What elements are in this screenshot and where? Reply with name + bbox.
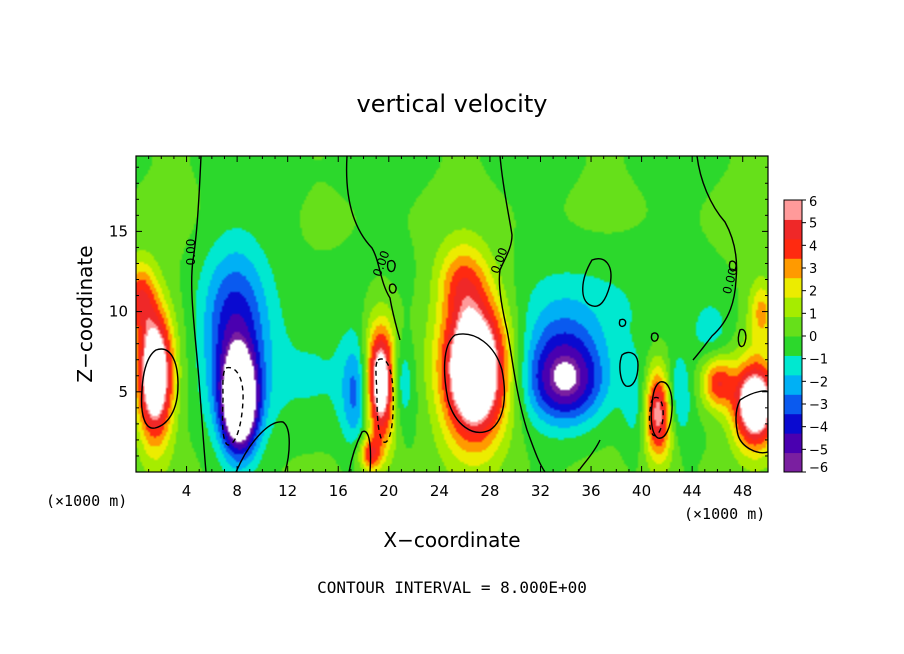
colorbar-tick-label: −5 <box>809 443 828 458</box>
colorbar-tick-label: 4 <box>809 239 817 254</box>
colorbar-tick-label: −6 <box>809 461 828 476</box>
negative-contour <box>221 366 244 446</box>
x-axis-label: X−coordinate <box>383 528 520 552</box>
colorbar-swatch <box>784 355 802 376</box>
colorbar-swatch <box>784 258 802 279</box>
zero-contour <box>388 283 397 294</box>
zero-contour <box>345 156 401 341</box>
x-tick-label: 28 <box>480 482 499 500</box>
colorbar-tick-label: −4 <box>809 421 828 436</box>
colorbar-swatch <box>784 277 802 298</box>
negative-contour <box>375 358 394 443</box>
x-tick-label: 20 <box>379 482 398 500</box>
colorbar-swatch <box>784 316 802 337</box>
x-tick-label: 44 <box>683 482 702 500</box>
x-tick-label: 16 <box>329 482 348 500</box>
colorbar-tick-label: 5 <box>809 217 817 232</box>
zero-contour <box>619 351 639 387</box>
x-axis-unit-left: (×1000 m) <box>46 492 127 510</box>
colorbar-swatch <box>784 297 802 318</box>
positive-contour <box>650 381 673 439</box>
zero-contour <box>386 259 396 273</box>
x-tick-label: 4 <box>182 482 192 500</box>
contour-interval-note: CONTOUR INTERVAL = 8.000E+00 <box>317 578 587 597</box>
contour-label: 0.00 <box>184 239 198 266</box>
y-axis-label: Z−coordinate <box>73 245 97 382</box>
colorbar-swatch <box>784 238 802 259</box>
zero-contour <box>498 156 546 472</box>
zero-contour <box>235 421 290 472</box>
contour-lines <box>140 156 768 472</box>
chart-title: vertical velocity <box>357 90 548 118</box>
colorbar-swatch <box>784 433 802 454</box>
colorbar-swatch <box>784 200 802 220</box>
x-tick-label: 12 <box>278 482 297 500</box>
heatmap-raster <box>136 156 768 472</box>
zero-contour <box>650 332 659 342</box>
y-axis-ticks: 5 10 15 <box>109 166 768 457</box>
x-tick-label: 8 <box>232 482 242 500</box>
colorbar-tick-label: 1 <box>809 307 817 322</box>
x-axis-unit-right: (×1000 m) <box>684 505 765 523</box>
zero-contour <box>692 156 738 361</box>
zero-contour <box>348 430 372 472</box>
positive-contour <box>443 333 506 434</box>
zero-contour <box>191 156 207 472</box>
zero-contour <box>577 439 601 472</box>
colorbar-swatch <box>784 374 802 395</box>
colorbar-swatch <box>784 394 802 415</box>
x-tick-label: 32 <box>531 482 550 500</box>
negative-contour <box>648 396 664 437</box>
colorbar-swatch <box>784 413 802 434</box>
colorbar-tick-label: −3 <box>809 398 828 413</box>
zero-contour <box>582 258 612 307</box>
colorbar-tick-label: −2 <box>809 375 828 390</box>
colorbar-swatch <box>784 336 802 356</box>
x-axis-ticks: 4 8 12 16 20 24 28 32 36 40 44 48 <box>148 156 756 500</box>
zero-contour <box>728 260 737 272</box>
x-tick-label: 48 <box>733 482 752 500</box>
colorbar-tick-label: 6 <box>809 195 817 210</box>
x-tick-label: 40 <box>632 482 651 500</box>
y-tick-label: 5 <box>118 383 128 401</box>
colorbar-tick-label: 3 <box>809 262 817 277</box>
colorbar: 6 5 4 3 2 1 0 −1 −2 −3 −4 −5 −6 <box>783 195 828 476</box>
y-tick-label: 10 <box>109 303 128 321</box>
colorbar-swatch <box>784 452 802 473</box>
zero-contour <box>737 328 747 348</box>
y-tick-label: 15 <box>109 222 128 240</box>
zero-contour <box>618 318 627 328</box>
positive-contour <box>140 348 179 429</box>
colorbar-swatch <box>784 219 802 240</box>
colorbar-tick-label: 2 <box>809 285 817 300</box>
x-tick-label: 24 <box>430 482 449 500</box>
positive-contour <box>735 390 768 454</box>
x-tick-label: 36 <box>581 482 600 500</box>
colorbar-tick-label: −1 <box>809 353 828 368</box>
contour-label: 0.00 <box>720 266 740 295</box>
colorbar-tick-label: 0 <box>809 330 817 345</box>
